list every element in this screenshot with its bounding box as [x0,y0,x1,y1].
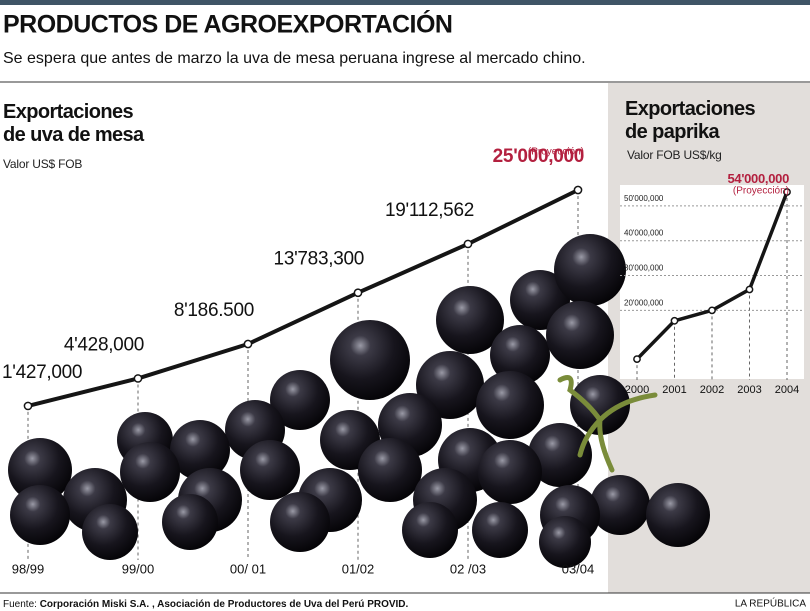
line [27,188,579,408]
point [670,316,679,325]
grape [270,370,330,430]
point [745,285,754,294]
grape [240,440,300,500]
point [783,188,791,196]
brand: LA REPÚBLICA [735,597,806,610]
value-label: 1'427,000 [2,362,82,383]
x-tick-label: 03/04 [562,561,595,576]
x-tick-label: 01/02 [342,561,375,576]
grape [8,438,72,502]
x-tick-label: 2004 [775,384,799,396]
x-tick-label: 2000 [625,384,649,396]
point [133,374,143,383]
chart-title: Exportaciones de uva de mesa [3,101,144,146]
x-tick-label: 02 /03 [450,561,486,576]
grape [402,502,458,558]
point [243,339,253,349]
annotation: (Proyección) [733,185,789,196]
grapes [8,234,710,568]
source-label: Fuente: [3,599,37,610]
grape [570,375,630,435]
x-tick-label: 2003 [737,384,761,396]
top-bar [0,0,810,5]
point [633,355,641,364]
point [573,185,583,195]
x-tick-label: 99/00 [122,561,155,576]
source: Corporación Miski S.A. , Asociación de P… [40,599,409,610]
x-tick-label: 2001 [662,384,686,396]
y-tick-label: 30'000,000 [624,264,664,273]
value-label: 25'000,000 [493,146,584,167]
grape [162,494,218,550]
grape [478,440,542,504]
grape [120,442,180,502]
page-subtitle: Se espera que antes de marzo la uva de m… [3,50,586,67]
grape [330,320,410,400]
grape [646,483,710,547]
y-tick-label: 40'000,000 [624,229,664,238]
grape [590,475,650,535]
grape [10,485,70,545]
stem [557,375,658,473]
grape [490,325,550,385]
value-label: 13'783,300 [274,249,364,270]
y-tick-label: 50'000,000 [624,194,664,203]
x-tick-label: 2002 [700,384,724,396]
grape [528,423,592,487]
grape [358,438,422,502]
value-label: 54'000,000 [727,171,789,186]
point [708,306,716,315]
grape [270,492,330,552]
grape [546,301,614,369]
grape [170,420,230,480]
value-label: 19'112,562 [385,200,474,221]
x-tick-label: 00/ 01 [230,561,266,576]
y-label: Valor US$ FOB [3,157,83,171]
footer-source: Fuente: Corporación Miski S.A. , Asociac… [3,599,409,610]
value-label: 8'186.500 [174,300,254,321]
annotation: (Proyección) [528,146,584,157]
grape [472,502,528,558]
point [463,239,473,249]
grape [82,504,138,560]
grape [539,516,591,568]
grape [476,371,544,439]
grape [436,286,504,354]
grape [416,351,484,419]
x-tick-label: 98/99 [12,561,45,576]
y-label: Valor FOB US$/kg [627,148,722,162]
page-title: PRODUCTOS DE AGROEXPORTACIÓN [3,9,452,39]
grape [554,234,626,306]
chart-title: Exportaciones de paprika [625,98,756,143]
point [23,401,33,411]
value-label: 4'428,000 [64,334,144,355]
point [353,288,363,298]
y-tick-label: 20'000,000 [624,298,664,307]
